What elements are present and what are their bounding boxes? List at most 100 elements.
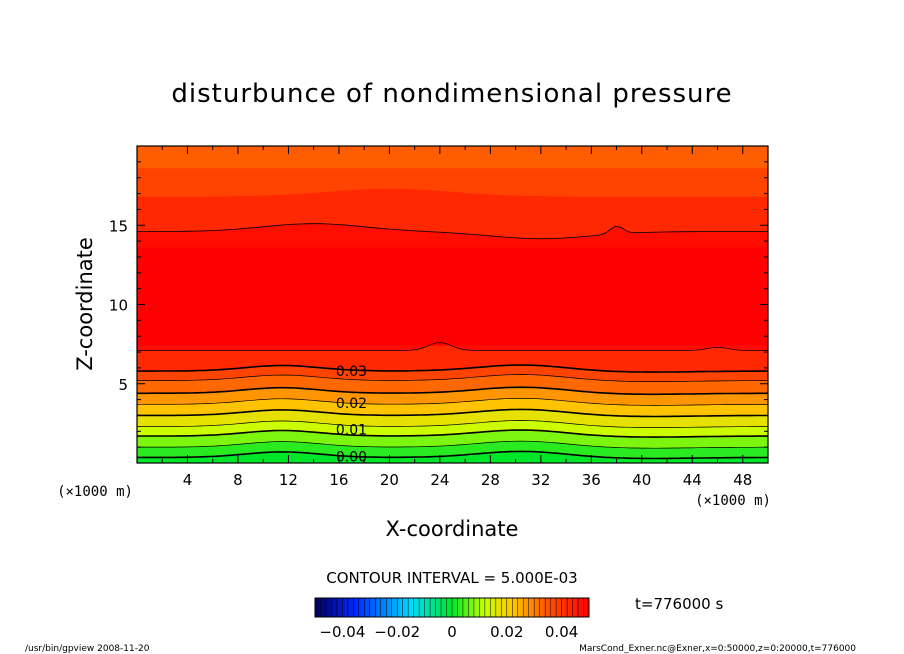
colorbar-cell (449, 598, 453, 617)
colorbar-cell (495, 598, 499, 617)
colorbar-cell (435, 598, 439, 617)
colorbar-cell (317, 598, 321, 617)
filled-contour-bands (137, 146, 768, 463)
colorbar-cell (471, 598, 475, 617)
colorbar-cell (383, 598, 387, 617)
contour-line-major (137, 408, 768, 418)
contour-label-0-03: 0.03 (336, 364, 367, 380)
colorbar-cell (531, 598, 535, 617)
colorbar-cell (369, 598, 373, 617)
x-tick-label: 4 (183, 471, 193, 489)
contour-line-minor (137, 420, 768, 428)
colorbar-cell (402, 598, 406, 617)
colorbar-cell (378, 598, 382, 617)
colorbar-cell (473, 598, 477, 617)
time-label: t=776000 s (635, 595, 723, 613)
colorbar-cell (468, 598, 472, 617)
colorbar-cell (479, 598, 483, 617)
contour-line-major (137, 386, 768, 396)
contour-band-core (137, 269, 768, 327)
contour-line-minor (137, 374, 768, 382)
colorbar-cell (534, 598, 538, 617)
colorbar-cell (509, 598, 513, 617)
colorbar-cell (328, 598, 332, 617)
colorbar-cell (416, 598, 420, 617)
colorbar-cell (405, 598, 409, 617)
colorbar-cell (372, 598, 376, 617)
colorbar-tick-labels: −0.04 −0.02 0 0.02 0.04 (319, 623, 578, 641)
colorbar-cell (547, 598, 551, 617)
colorbar-cell (561, 598, 565, 617)
colorbar-cell (350, 598, 354, 617)
colorbar-cell (454, 598, 458, 617)
x-tick-label: 36 (582, 471, 601, 489)
x-tick-label: 12 (279, 471, 298, 489)
x-tick-label: 28 (481, 471, 500, 489)
contour-line-minor (137, 440, 768, 449)
colorbar-cell (342, 598, 346, 617)
colorbar-cell (353, 598, 357, 617)
colorbar-cell (578, 598, 582, 617)
colorbar-cell (528, 598, 532, 617)
colorbar-cell (506, 598, 510, 617)
contour-label-0-01: 0.01 (336, 423, 367, 439)
contour-line-major (137, 364, 768, 373)
colorbar-cell (410, 598, 414, 617)
colorbar-cell (334, 598, 338, 617)
colorbar-frame (314, 597, 590, 618)
colorbar-cell (358, 598, 362, 617)
colorbar-cell (375, 598, 379, 617)
colorbar-cell (446, 598, 450, 617)
contour-line-major (137, 429, 768, 438)
colorbar-cell (520, 598, 524, 617)
colorbar-cell (380, 598, 384, 617)
colorbar-cell (476, 598, 480, 617)
colorbar-cell (367, 598, 371, 617)
y-tick-label: 15 (109, 217, 128, 235)
colorbar-tick-label: −0.04 (319, 623, 365, 641)
colorbar-cell (361, 598, 365, 617)
colorbar-cell (339, 598, 343, 617)
colorbar-cell (430, 598, 434, 617)
footer-left: /usr/bin/gpview 2008-11-20 (25, 644, 150, 654)
colorbar-cell (394, 598, 398, 617)
x-unit-left: (×1000 m) (57, 484, 133, 500)
colorbar-cell (441, 598, 445, 617)
colorbar-cell (315, 598, 319, 617)
colorbar-cell (545, 598, 549, 617)
colorbar-cell (515, 598, 519, 617)
colorbar-cell (397, 598, 401, 617)
colorbar-cell (421, 598, 425, 617)
colorbar-cell (564, 598, 568, 617)
colorbar-cell (583, 598, 587, 617)
colorbar-cell (556, 598, 560, 617)
colorbar-cell (386, 598, 390, 617)
colorbar-cell (525, 598, 530, 617)
colorbar-cell (408, 598, 412, 617)
colorbar-cell (356, 598, 360, 617)
colorbar-cell (424, 598, 428, 617)
x-tick-label: 44 (683, 471, 702, 489)
contour-band-top (137, 146, 768, 169)
colorbar-cell (419, 598, 423, 617)
contour-interval-text: CONTOUR INTERVAL = 5.000E-03 (326, 569, 577, 587)
colorbar-tick-label: 0.04 (545, 623, 578, 641)
colorbar-cell (482, 598, 486, 617)
x-tick-label: 8 (233, 471, 243, 489)
y-tick-label: 5 (118, 376, 128, 394)
colorbar-cell (460, 598, 464, 617)
x-unit-right: (×1000 m) (695, 493, 771, 509)
colorbar-cell (462, 598, 466, 617)
x-tick-label: 16 (329, 471, 348, 489)
colorbar-cell (542, 598, 546, 617)
colorbar-cell (558, 598, 562, 617)
colorbar-cell (498, 598, 502, 617)
colorbar (314, 598, 590, 617)
colorbar-cell (336, 598, 340, 617)
colorbar-cell (493, 598, 497, 617)
colorbar-cell (320, 598, 324, 617)
colorbar-cell (331, 598, 335, 617)
x-axis-label: X-coordinate (386, 517, 519, 541)
contour-label-0-02: 0.02 (336, 396, 367, 412)
